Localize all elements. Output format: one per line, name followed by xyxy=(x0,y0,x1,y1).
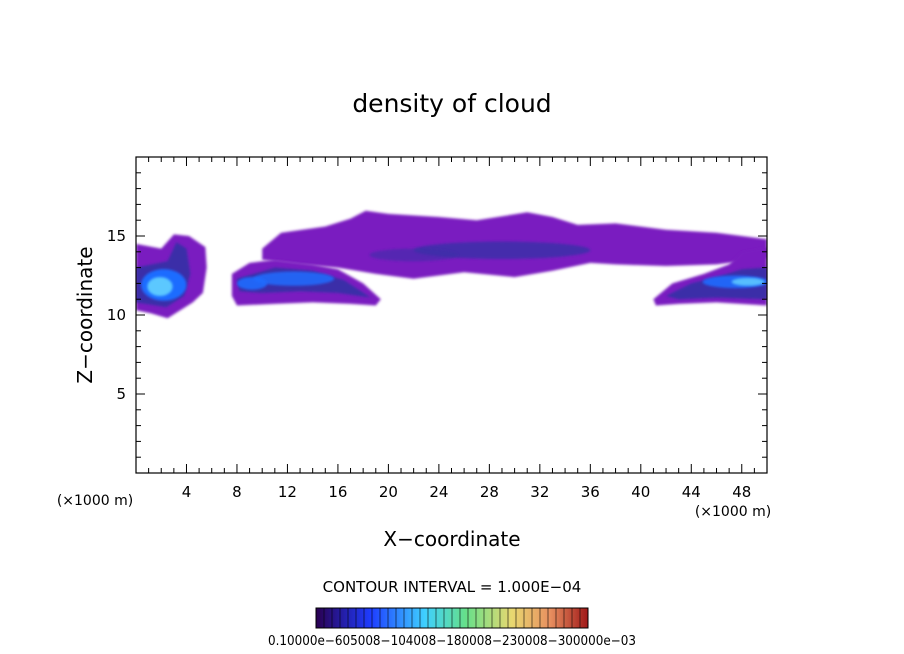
cloud-anvil-high xyxy=(236,277,268,290)
x-tick-label: 28 xyxy=(480,483,499,501)
x-tick-label: 24 xyxy=(429,483,448,501)
cloud-upper-core xyxy=(413,241,591,259)
cloud-anvil-high xyxy=(253,271,335,286)
y-tick-label: 5 xyxy=(116,385,126,403)
colorbar-ticks xyxy=(323,608,581,628)
x-tick-label: 36 xyxy=(581,483,600,501)
colorbar-labels: 0.10000e−605008−104008−180008−230008−300… xyxy=(268,634,636,649)
chart-title: density of cloud xyxy=(352,89,551,118)
x-axis: 4 8 12 16 20 24 28 32 36 40 44 48 xyxy=(148,157,755,501)
x-tick-label: 40 xyxy=(631,483,650,501)
cloud-left-cell-core xyxy=(147,277,173,297)
y-axis-label: Z−coordinate xyxy=(73,246,97,383)
x-tick-label: 32 xyxy=(530,483,549,501)
x-tick-label: 44 xyxy=(682,483,701,501)
x-unit-left: (×1000 m) xyxy=(57,493,133,509)
x-unit-right: (×1000 m) xyxy=(695,504,771,520)
x-axis-label: X−coordinate xyxy=(383,527,520,551)
cloud-field xyxy=(136,210,767,319)
y-tick-label: 15 xyxy=(107,227,126,245)
y-tick-label: 10 xyxy=(107,306,126,324)
plot-area xyxy=(136,210,767,319)
cloud-right-cell-core xyxy=(731,277,765,286)
x-tick-label: 4 xyxy=(182,483,192,501)
plot-frame xyxy=(135,156,768,474)
x-tick-label: 8 xyxy=(232,483,242,501)
x-tick-label: 48 xyxy=(732,483,751,501)
x-tick-label: 20 xyxy=(379,483,398,501)
x-tick-label: 12 xyxy=(278,483,297,501)
x-tick-label: 16 xyxy=(328,483,347,501)
colorbar xyxy=(315,607,589,629)
contour-interval-text: CONTOUR INTERVAL = 1.000E−04 xyxy=(323,578,582,596)
y-axis: 5 10 15 xyxy=(107,172,767,458)
cloud-upper-core xyxy=(369,248,458,262)
